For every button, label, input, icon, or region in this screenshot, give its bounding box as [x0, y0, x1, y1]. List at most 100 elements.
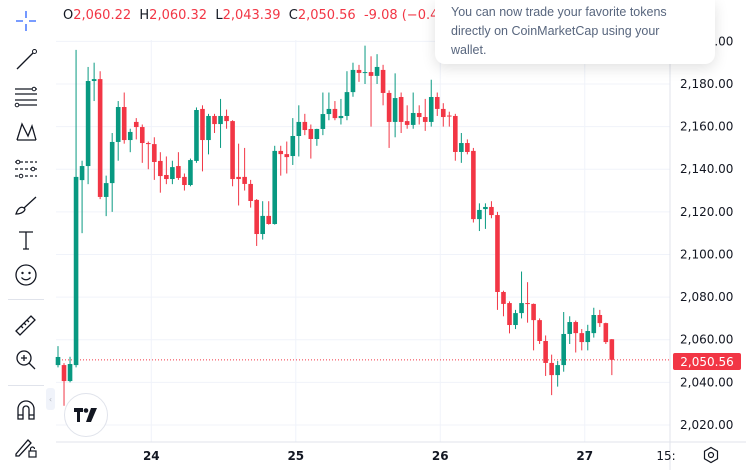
open-value: 2,060.22 [73, 8, 132, 23]
candle-body [284, 154, 290, 158]
candle-body [170, 167, 175, 180]
candle-body [368, 72, 374, 76]
candle [121, 92, 127, 144]
zoom-in-tool[interactable] [8, 345, 44, 375]
candle [344, 71, 350, 121]
candle [272, 145, 278, 225]
low-value: 2,043.39 [222, 8, 281, 23]
candle-body [549, 362, 554, 376]
candle-body [91, 79, 97, 82]
candle [597, 309, 603, 327]
candle-body [200, 108, 205, 141]
candle-body [79, 166, 85, 181]
popup-line: You can now trade your favorite tokens [451, 5, 667, 19]
candle [97, 71, 103, 200]
candle [537, 318, 542, 344]
price-tick-label: 2,100.00 [680, 247, 733, 261]
candle [392, 73, 398, 138]
open-label: O [63, 8, 74, 23]
candle-body [603, 323, 609, 343]
candle-body [314, 128, 320, 139]
lock-drawings-tool[interactable] [8, 432, 44, 462]
price-tick-label: 2,040.00 [680, 375, 733, 389]
candle [242, 147, 247, 191]
candle [338, 98, 344, 125]
candles [55, 45, 615, 406]
collapse-toolbar-button[interactable]: ‹ [46, 388, 55, 410]
candle [254, 199, 259, 246]
candle-body [73, 176, 79, 366]
candle [477, 203, 482, 232]
candle [513, 309, 518, 330]
candle [302, 113, 308, 136]
candle [525, 282, 530, 323]
candle [260, 201, 265, 240]
tradingview-logo[interactable] [64, 393, 108, 437]
candle [284, 141, 290, 174]
candle [115, 101, 121, 161]
fib-retracement-tool[interactable] [8, 82, 44, 112]
candle [531, 303, 536, 351]
candle-body [260, 215, 265, 235]
candle-body [507, 303, 512, 326]
candle [579, 329, 585, 351]
candle-body [194, 109, 199, 161]
candle [109, 133, 115, 212]
pattern-tool[interactable] [8, 117, 44, 147]
candle-body [585, 330, 591, 343]
candle-body [224, 115, 229, 122]
candle [91, 62, 97, 102]
ruler-tool[interactable] [8, 310, 44, 340]
candle [471, 147, 476, 223]
candle [224, 109, 229, 129]
close-label: C [288, 8, 298, 23]
magnet-tool[interactable] [8, 395, 44, 425]
time-axis: 24 25 26 27 15: [143, 449, 676, 463]
candle [465, 139, 470, 155]
candle-body [434, 96, 440, 109]
candle [362, 45, 368, 84]
brush-icon [15, 196, 37, 215]
candle [79, 160, 85, 234]
current-price-label: 2,050.56 [673, 353, 741, 370]
candle [320, 92, 326, 136]
candle-body [537, 320, 542, 341]
candle-body [164, 174, 169, 180]
candle [188, 158, 193, 187]
candle-body [453, 115, 458, 152]
candle [152, 137, 157, 180]
candle [230, 120, 235, 187]
crosshair-tool[interactable] [8, 6, 44, 36]
forecast-tool[interactable] [8, 154, 44, 184]
candle-body [489, 206, 494, 216]
text-tool[interactable] [8, 225, 44, 255]
candle [266, 201, 271, 225]
candle-body [513, 313, 518, 326]
pattern-icon [16, 122, 37, 141]
candle-body [332, 108, 338, 119]
candle [212, 113, 217, 134]
candle-body [386, 92, 392, 122]
popup-line: wallet. [451, 43, 487, 57]
trend-line-tool[interactable] [8, 45, 44, 75]
candle-body [254, 199, 259, 235]
emoji-tool[interactable] [8, 260, 44, 290]
candle [158, 152, 163, 193]
candle-body [302, 121, 308, 131]
candle-body [392, 98, 398, 122]
candle-body [495, 215, 500, 292]
candle-body [127, 131, 133, 141]
candle-body [573, 322, 579, 334]
candle [194, 107, 199, 163]
brush-tool[interactable] [8, 190, 44, 220]
candle [368, 56, 374, 127]
toolbar-divider [8, 299, 44, 300]
crosshair-icon [16, 11, 36, 31]
candle [374, 54, 380, 84]
candle [133, 118, 139, 140]
candle [440, 103, 446, 127]
candle [416, 105, 422, 125]
chart-settings-button[interactable] [701, 444, 721, 466]
candle [501, 290, 506, 317]
